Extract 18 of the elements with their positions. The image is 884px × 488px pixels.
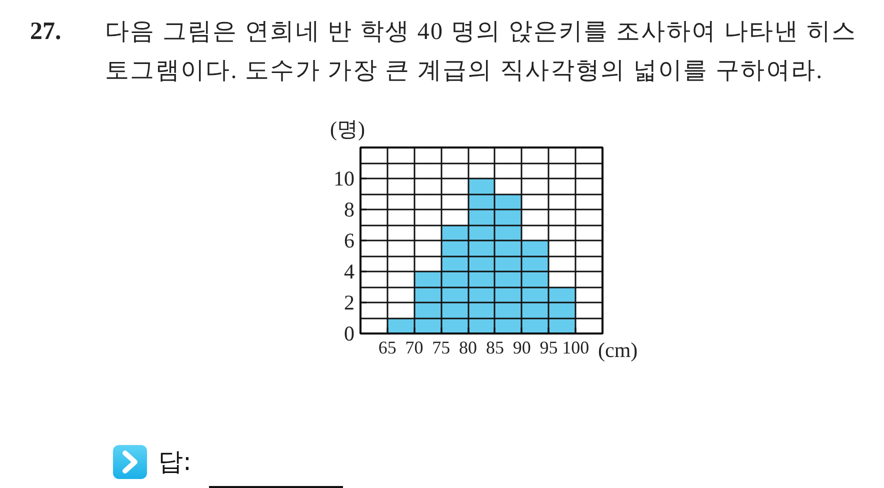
x-tick-label: 95 [540,338,558,358]
y-tick-label: 2 [344,290,354,314]
text: 답: [158,446,192,478]
y-tick-label: 10 [334,166,354,190]
y-axis-title: (명) [330,117,365,141]
chart-title: 27. 다음 그림은 연희네 반 학생 40 명의 앉은키를 조사하여 나타낸 히스토그램이다. 도수가 가장 큰 계급의 직사각형의 넓이를 구하여라. [30,18,857,84]
x-tick-label: 85 [486,338,504,358]
x-tick-label: 90 [512,338,531,358]
x-tick-label: 70 [405,338,424,358]
y-tick-label: 6 [344,228,354,252]
x-tick-label: 80 [459,338,478,358]
x-tick-label: 65 [378,338,396,358]
x-tick-label: 100 [562,338,590,358]
x-axis-title: (cm) [598,338,638,362]
y-tick-label: 0 [344,322,354,346]
x-tick-label: 75 [432,338,450,358]
y-tick-label: 4 [344,260,355,284]
y-tick-label: 8 [344,198,354,222]
